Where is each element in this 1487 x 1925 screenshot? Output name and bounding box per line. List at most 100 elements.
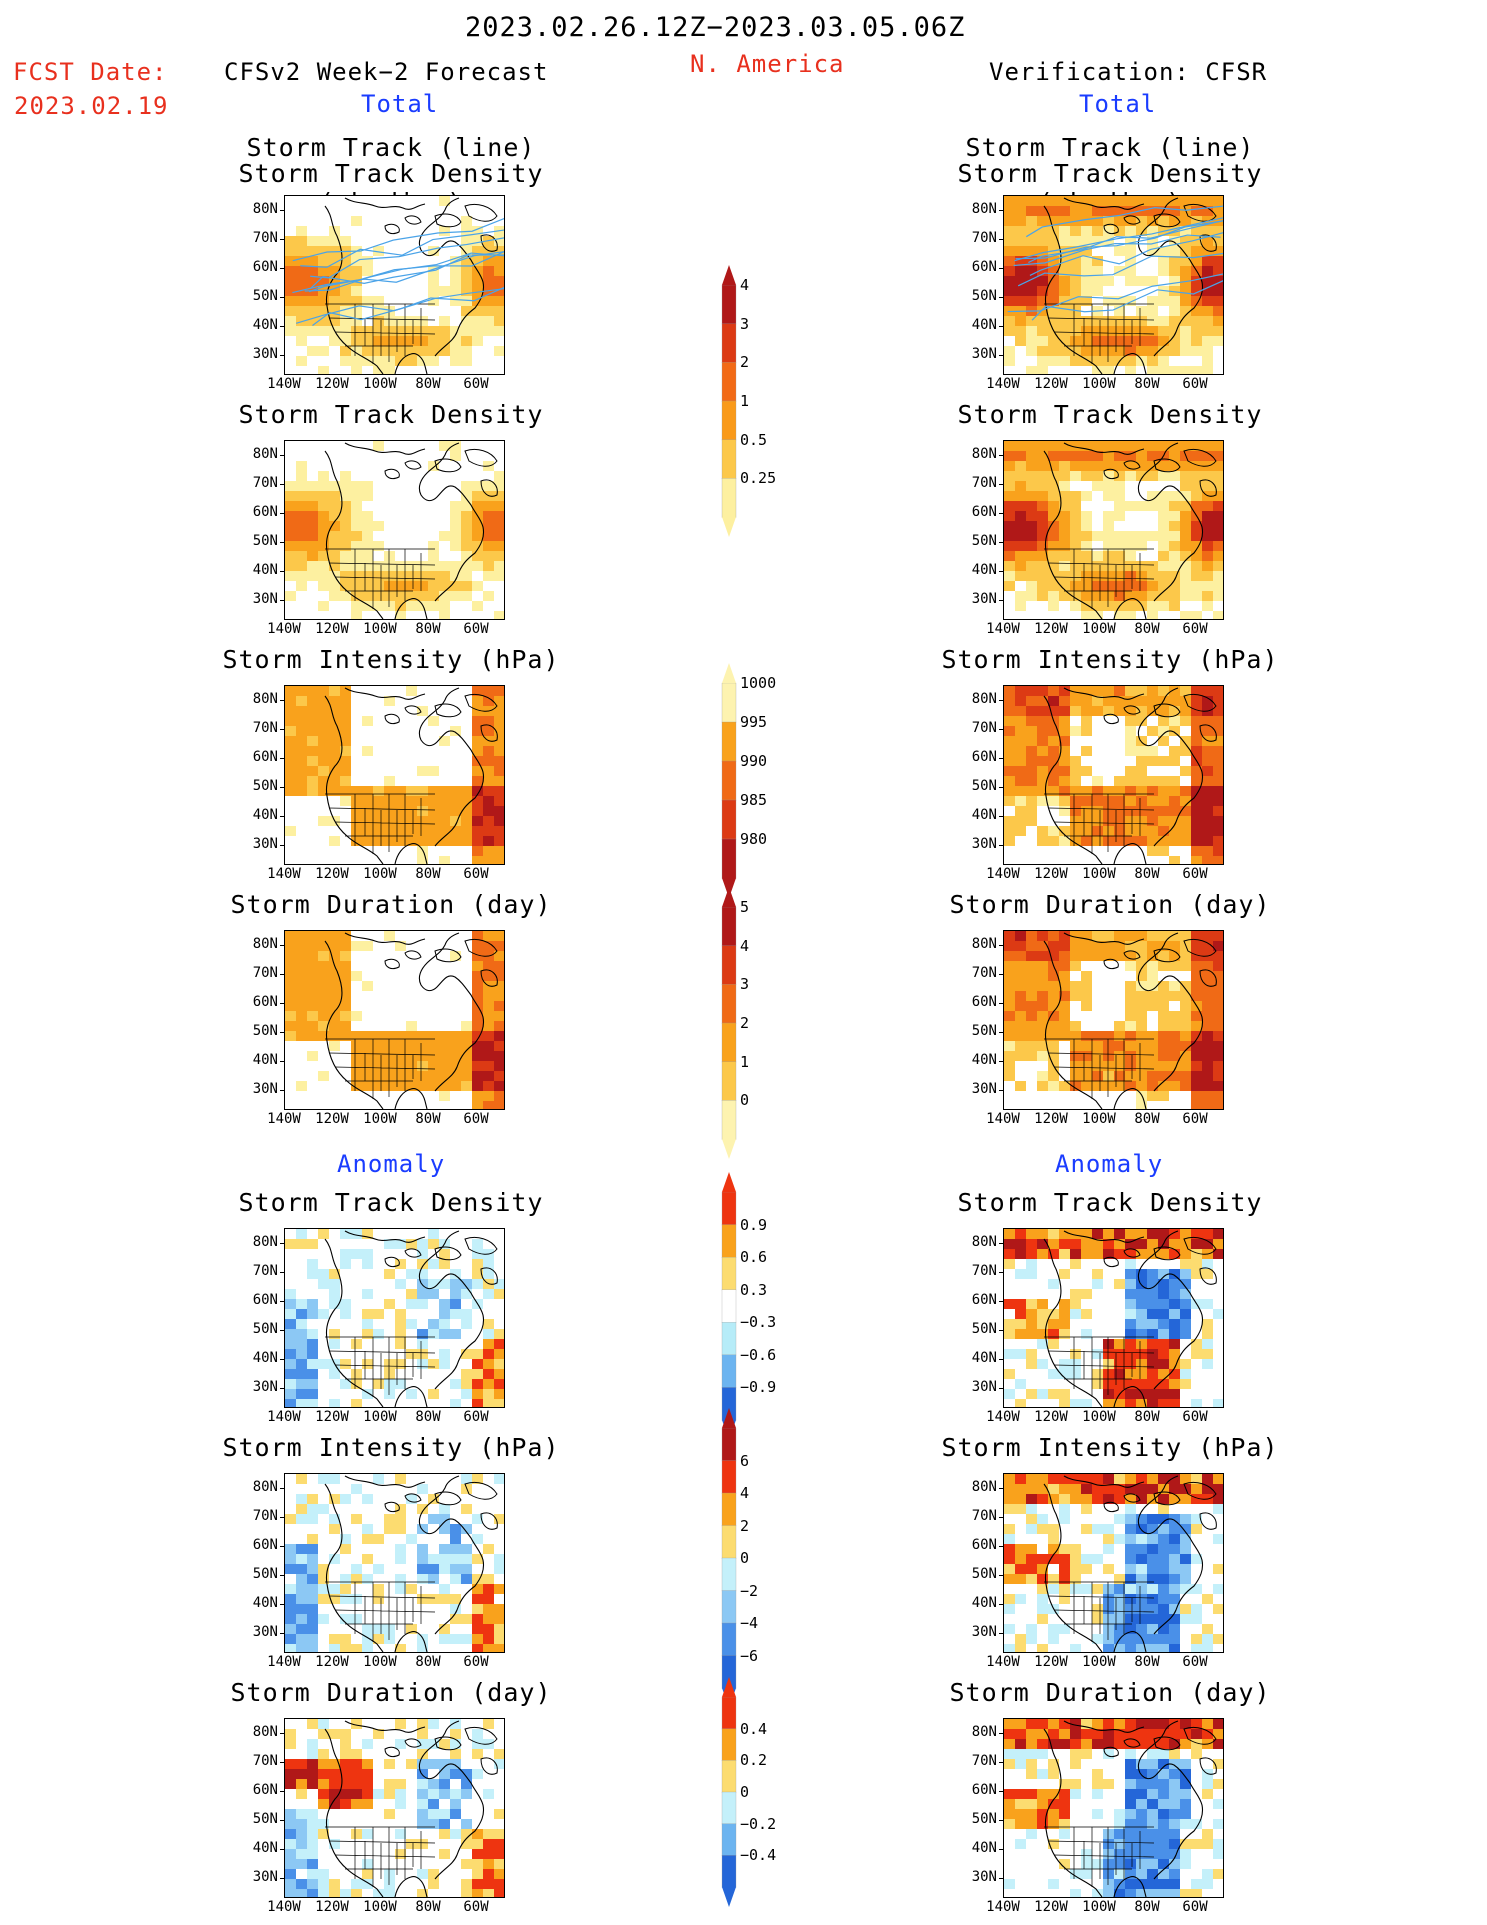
lat-tick <box>999 974 1003 975</box>
colorbar-label: 1 <box>740 392 750 410</box>
lon-label: 80W <box>1134 1111 1160 1127</box>
lat-tick <box>999 210 1003 211</box>
lat-label: 80N <box>971 1234 997 1250</box>
colorbar-label: −0.4 <box>740 1846 777 1865</box>
lat-tick <box>280 1791 284 1792</box>
lat-label: 30N <box>971 591 997 607</box>
lat-label: 80N <box>252 1724 278 1740</box>
lat-tick <box>999 1032 1003 1033</box>
lon-label: 80W <box>1134 621 1160 637</box>
colorbar-label: −0.3 <box>740 1313 777 1332</box>
lat-label: 60N <box>971 504 997 520</box>
lat-label: 40N <box>252 1595 278 1611</box>
lon-label: 60W <box>1182 376 1208 392</box>
lat-label: 60N <box>971 259 997 275</box>
lat-tick <box>280 571 284 572</box>
lat-label: 30N <box>971 1379 997 1395</box>
lat-label: 80N <box>971 201 997 217</box>
lon-label: 60W <box>463 621 489 637</box>
lat-tick <box>999 484 1003 485</box>
lat-tick <box>280 816 284 817</box>
lat-tick <box>999 945 1003 946</box>
lat-tick <box>999 1604 1003 1605</box>
lon-label: 120W <box>315 866 349 882</box>
lat-tick <box>280 1878 284 1879</box>
colorbar-label: 4 <box>740 276 750 294</box>
map-panel-density-verification <box>1003 440 1224 620</box>
lat-tick <box>280 1061 284 1062</box>
lon-label: 140W <box>986 1111 1020 1127</box>
lat-label: 30N <box>252 1869 278 1885</box>
panel-title-aduration: Storm Duration (day) <box>949 1678 1271 1707</box>
lat-tick <box>999 1301 1003 1302</box>
lon-label: 60W <box>1182 1409 1208 1425</box>
left-total-label: Total <box>361 90 439 118</box>
lat-label: 40N <box>252 1350 278 1366</box>
lon-label: 100W <box>363 866 397 882</box>
lon-label: 120W <box>1034 1111 1068 1127</box>
lat-tick <box>999 729 1003 730</box>
lat-label: 80N <box>971 1724 997 1740</box>
colorbar-label: −0.2 <box>740 1814 777 1833</box>
lon-label: 100W <box>363 1409 397 1425</box>
lat-tick <box>999 845 1003 846</box>
lat-tick <box>280 239 284 240</box>
lat-label: 30N <box>971 836 997 852</box>
lon-label: 140W <box>267 1899 301 1915</box>
lon-label: 120W <box>315 1654 349 1670</box>
lat-label: 60N <box>971 1292 997 1308</box>
fcst-date-value: 2023.02.19 <box>14 92 169 120</box>
lon-label: 140W <box>267 376 301 392</box>
map-image <box>285 196 504 374</box>
map-panel-aintensity-forecast <box>284 1473 505 1653</box>
lon-label: 100W <box>363 1111 397 1127</box>
lat-label: 50N <box>971 1321 997 1337</box>
lon-label: 80W <box>415 1654 441 1670</box>
lat-tick <box>280 1517 284 1518</box>
colorbar-label: 985 <box>740 791 768 809</box>
lat-label: 40N <box>971 317 997 333</box>
date-range-title: 2023.02.26.12Z−2023.03.05.06Z <box>465 12 966 43</box>
colorbar-intensity-total <box>721 663 737 898</box>
lon-label: 80W <box>415 621 441 637</box>
lat-tick <box>280 484 284 485</box>
lon-label: 140W <box>267 866 301 882</box>
lon-label: 60W <box>1182 866 1208 882</box>
lat-label: 60N <box>252 1782 278 1798</box>
map-image <box>1004 686 1223 864</box>
lat-tick <box>999 1878 1003 1879</box>
lat-tick <box>280 1359 284 1360</box>
colorbar-label: 0 <box>740 1549 750 1567</box>
lat-label: 50N <box>252 1566 278 1582</box>
map-image <box>1004 1719 1223 1897</box>
lon-label: 60W <box>1182 1899 1208 1915</box>
colorbar-label: 0 <box>740 1091 750 1110</box>
lat-label: 30N <box>252 836 278 852</box>
lon-label: 60W <box>1182 1654 1208 1670</box>
lon-label: 80W <box>1134 1899 1160 1915</box>
lat-tick <box>280 1032 284 1033</box>
lon-label: 140W <box>986 1409 1020 1425</box>
lat-label: 60N <box>252 994 278 1010</box>
lat-tick <box>280 1733 284 1734</box>
lat-tick <box>280 787 284 788</box>
lon-label: 140W <box>986 1899 1020 1915</box>
map-image <box>1004 1229 1223 1407</box>
lat-tick <box>280 1849 284 1850</box>
lat-tick <box>999 1517 1003 1518</box>
panel-title-aduration: Storm Duration (day) <box>230 1678 552 1707</box>
lat-tick <box>280 542 284 543</box>
lat-label: 30N <box>971 1081 997 1097</box>
map-panel-adensity-forecast <box>284 1228 505 1408</box>
map-panel-track-forecast <box>284 195 505 375</box>
colorbar-label: −4 <box>740 1614 759 1632</box>
colorbar-label: 5 <box>740 898 750 916</box>
colorbar-label: 0.4 <box>740 1719 768 1738</box>
lat-tick <box>280 1488 284 1489</box>
lat-tick <box>999 787 1003 788</box>
lat-label: 80N <box>252 201 278 217</box>
lon-label: 60W <box>463 1409 489 1425</box>
panel-title-intensity: Storm Intensity (hPa) <box>941 645 1279 674</box>
lon-label: 100W <box>363 1654 397 1670</box>
colorbar-duration-anomaly <box>721 1677 737 1907</box>
